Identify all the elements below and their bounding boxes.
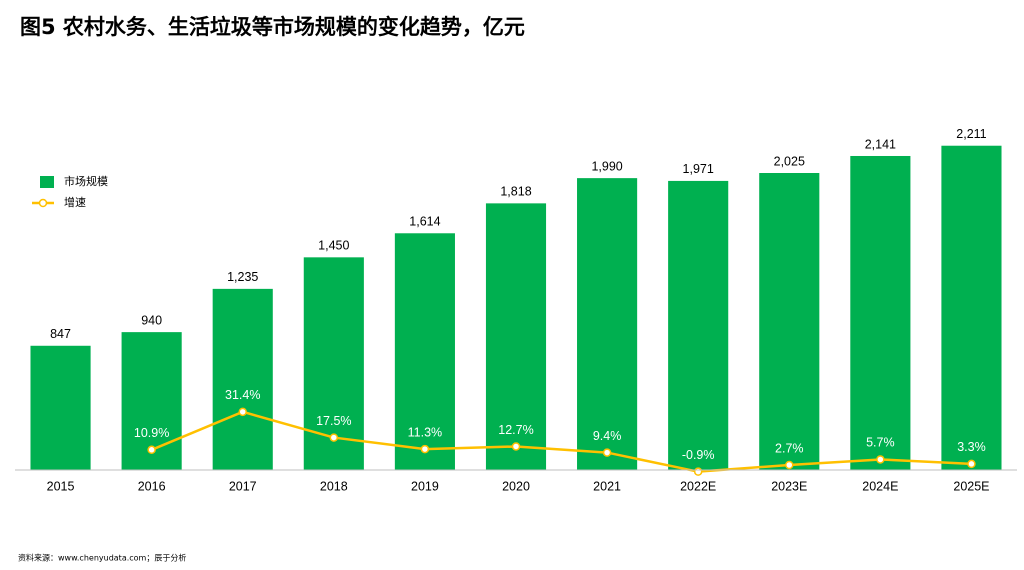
bar-label: 1,990 <box>591 159 622 173</box>
bar-label: 2,211 <box>956 127 986 141</box>
bar-label: 1,614 <box>409 215 440 229</box>
x-tick-label: 2015 <box>47 479 75 493</box>
point-label: 2.7% <box>775 441 804 455</box>
x-tick-label: 2019 <box>411 479 439 493</box>
bar-label: 2,141 <box>865 137 896 151</box>
bar <box>30 345 91 470</box>
x-tick-label: 2016 <box>138 479 166 493</box>
point-label: 5.7% <box>866 436 895 450</box>
source: 资料来源：www.chenyudata.com；辰于分析 <box>18 553 186 563</box>
bar-label: 2,025 <box>774 154 805 168</box>
bar-label: 1,818 <box>500 185 531 199</box>
bar <box>759 173 820 470</box>
point-label: 9.4% <box>593 429 622 443</box>
point-label: 31.4% <box>225 388 260 402</box>
line-point <box>238 407 247 417</box>
point-label: 17.5% <box>316 414 351 428</box>
bar-label: 1,971 <box>683 162 714 176</box>
bar-label: 847 <box>50 327 71 341</box>
point-label: 12.7% <box>498 423 533 437</box>
line-point <box>876 455 885 464</box>
bar <box>668 180 729 471</box>
point-label: 11.3% <box>408 425 443 439</box>
bar-label: 940 <box>141 313 162 327</box>
x-tick-label: 2020 <box>502 479 530 493</box>
x-tick-label: 2025E <box>953 479 989 493</box>
legend-label: 增速 <box>64 195 86 209</box>
x-tick-label: 2017 <box>229 479 257 493</box>
legend-label: 市场规模 <box>64 174 108 188</box>
line-point <box>147 445 156 455</box>
line-point <box>602 448 612 457</box>
x-tick-label: 2024E <box>862 479 898 493</box>
bar <box>941 145 1002 470</box>
bar <box>850 155 911 470</box>
line-point <box>967 459 976 469</box>
bar <box>577 178 638 470</box>
point-label: 3.3% <box>957 440 986 454</box>
bar-label: 1,450 <box>318 239 349 253</box>
line <box>151 410 972 473</box>
line-point <box>329 433 339 442</box>
point-label: 10.9% <box>134 426 169 440</box>
line-point <box>785 460 794 470</box>
chart-title: 图5 农村水务、生活垃圾等市场规模的变化趋势，亿元 <box>20 15 525 39</box>
legend-swatch <box>40 176 54 188</box>
line-point <box>420 444 430 454</box>
bar <box>212 288 273 470</box>
x-tick-label: 2021 <box>593 479 621 493</box>
x-tick-label: 2018 <box>320 479 348 493</box>
x-tick-label: 2022E <box>680 479 716 493</box>
legend-swatch <box>38 198 48 208</box>
line-point <box>693 467 703 476</box>
bar-label: 1,235 <box>227 270 258 284</box>
bar <box>394 233 455 470</box>
point-label: -0.9% <box>682 448 715 462</box>
line-point <box>511 442 521 451</box>
bar <box>485 203 547 471</box>
x-tick-label: 2023E <box>771 479 807 493</box>
